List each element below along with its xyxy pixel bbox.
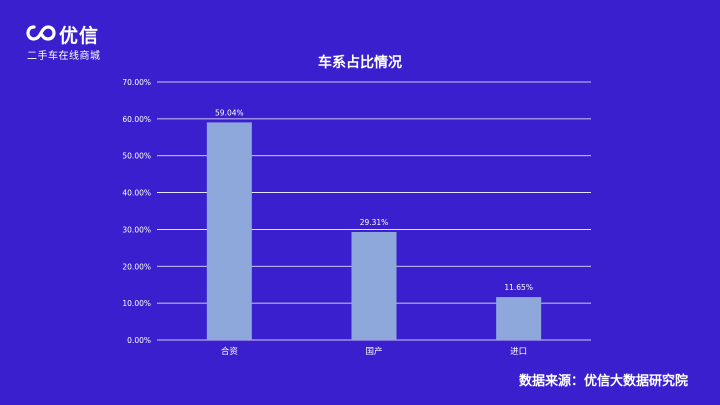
infinity-logo-icon	[26, 25, 56, 41]
bar	[206, 122, 252, 340]
brand-tagline: 二手车在线商城	[27, 51, 101, 62]
y-tick-label: 30.00%	[122, 225, 151, 234]
y-tick-label: 10.00%	[122, 299, 151, 308]
y-tick-label: 50.00%	[122, 152, 151, 161]
y-tick-label: 20.00%	[122, 262, 151, 271]
bar	[496, 297, 542, 340]
chart-title: 车系占比情况	[318, 55, 402, 71]
x-tick-label: 合资	[221, 346, 239, 357]
source-note: 数据来源：优信大数据研究院	[518, 374, 688, 389]
y-tick-label: 0.00%	[127, 336, 151, 345]
y-tick-label: 60.00%	[122, 115, 151, 124]
data-label: 11.65%	[504, 283, 533, 292]
y-tick-label: 70.00%	[122, 78, 151, 87]
y-tick-label: 40.00%	[122, 189, 151, 198]
brand-logo: 优信 二手车在线商城	[26, 22, 136, 62]
bar	[351, 231, 397, 340]
y-axis-tick-labels: 0.00% 10.00% 20.00% 30.00% 40.00% 50.00% 60.00…	[122, 78, 151, 345]
x-axis-tick-labels: 合资 国产 进口	[221, 346, 527, 357]
x-tick-label: 进口	[510, 347, 527, 357]
bars	[206, 122, 542, 340]
data-label: 29.31%	[360, 218, 389, 227]
brand-name: 优信	[59, 25, 100, 47]
data-labels: 59.04% 29.31% 11.65%	[215, 108, 533, 292]
data-label: 59.04%	[215, 108, 244, 117]
x-tick-label: 国产	[365, 346, 382, 357]
